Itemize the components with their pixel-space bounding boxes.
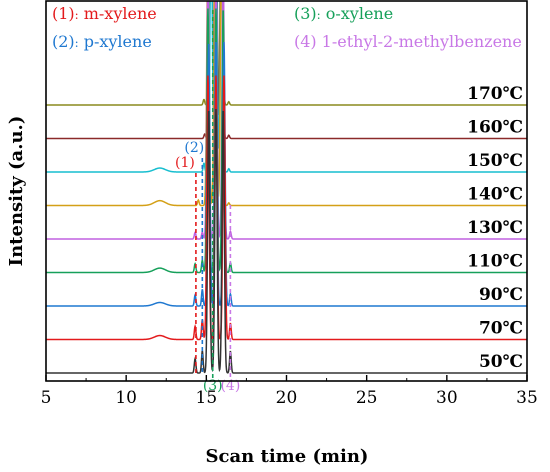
x-tick-label: 35: [516, 388, 538, 408]
legend-name: p-xylene: [84, 32, 152, 51]
series-trace: [46, 75, 527, 341]
y-axis-label: Intensity (a.u.): [6, 116, 27, 267]
legend-number: (3): [294, 4, 317, 23]
trace-label-layer: 170℃ 160℃ 150℃ 140℃ 130℃ 110℃ 90℃ 70℃ 50℃: [467, 84, 523, 372]
x-tick-label: 5: [41, 388, 52, 408]
series-trace: [46, 1, 527, 173]
legend-entry: (3): o-xylene: [294, 4, 393, 23]
x-tick-label: 20: [276, 388, 298, 408]
series-label: 70℃: [479, 319, 523, 339]
x-tick-label: 25: [356, 388, 378, 408]
peak-marker-label: (4): [220, 378, 240, 394]
legend-entry: (1): m-xylene: [52, 4, 157, 23]
x-tick-label: 10: [115, 388, 137, 408]
legend-name: m-xylene: [84, 4, 157, 23]
series-trace: [46, 108, 527, 374]
series-label: 90℃: [479, 285, 523, 305]
x-axis-label: Scan time (min): [206, 446, 369, 467]
series-layer: [46, 1, 527, 374]
x-axis: 5 10 15 20 25 30 35: [41, 375, 538, 408]
series-label: 170℃: [467, 84, 523, 104]
series-label: 50℃: [479, 352, 523, 372]
legend-separator: :: [317, 8, 321, 22]
peak-marker-layer: (1)(2) (3)(4): [175, 10, 240, 394]
legend-number: (2): [52, 32, 75, 51]
legend-entry: (2): p-xylene: [52, 32, 152, 51]
legend-name: o-xylene: [326, 4, 393, 23]
series-label: 130℃: [467, 218, 523, 238]
legend: (1): m-xylene (2): p-xylene (3): o-xylene (4) 1…: [52, 4, 522, 51]
series-trace: [46, 8, 527, 274]
legend-number: (1): [52, 4, 75, 23]
series-trace: [46, 41, 527, 307]
series-label: 110℃: [467, 252, 523, 272]
series-trace: [46, 1, 527, 106]
x-tick-label: 30: [436, 388, 458, 408]
plot-area: (1)(2)(3)(4) 170℃160℃150℃140℃130℃110℃90℃…: [45, 0, 528, 394]
series-trace: [46, 1, 527, 207]
peak-marker-label: (2): [184, 140, 204, 156]
peak-marker-label: (3): [203, 378, 223, 394]
series-label: 160℃: [467, 118, 523, 138]
series-label: 150℃: [467, 151, 523, 171]
peak-marker-label: (1): [175, 155, 195, 171]
series-trace: [46, 1, 527, 240]
legend-separator: :: [75, 36, 79, 50]
legend-separator: :: [75, 8, 79, 22]
legend-number: (4): [294, 32, 317, 51]
plot-frame: [45, 0, 528, 382]
series-label: 140℃: [467, 185, 523, 205]
x-tick-label: 15: [196, 388, 218, 408]
series-trace: [46, 1, 527, 140]
legend-name: 1-ethyl-2-methylbenzene: [322, 32, 522, 51]
legend-entry: (4) 1-ethyl-2-methylbenzene: [294, 32, 522, 51]
